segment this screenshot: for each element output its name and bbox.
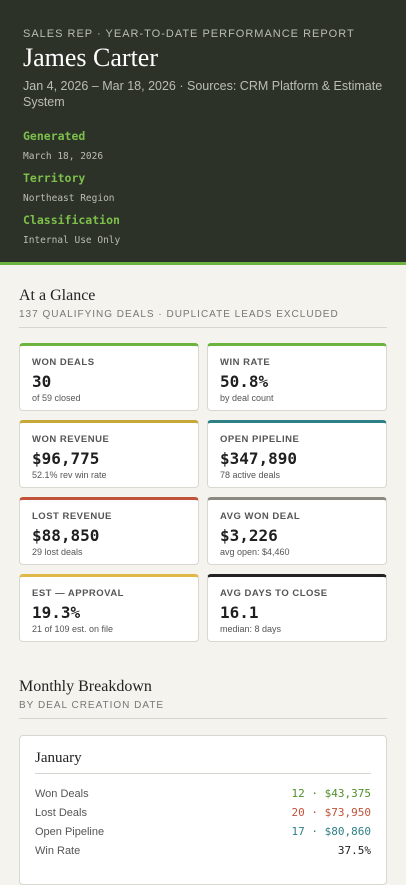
row-label: Won Deals xyxy=(35,787,89,800)
kpi-label: EST — APPROVAL xyxy=(32,588,124,599)
row-value: 37.5% xyxy=(337,844,371,857)
month-row-lost-deals: Lost Deals 20 · $73,950 xyxy=(35,803,371,822)
row-label: Win Rate xyxy=(35,844,81,857)
meta-label: Classification xyxy=(23,213,120,227)
row-value: 12 · $43,375 xyxy=(291,787,371,800)
meta-generated: Generated March 18, 2026 xyxy=(23,129,383,162)
kpi-label: WIN RATE xyxy=(220,357,271,368)
month-row-won-deals: Won Deals 12 · $43,375 xyxy=(35,784,371,803)
kpi-note: 78 active deals xyxy=(220,470,281,480)
kpi-card-won-revenue: WON REVENUE $96,775 52.1% rev win rate xyxy=(19,420,199,488)
kpi-label: WON REVENUE xyxy=(32,434,110,445)
section-divider xyxy=(19,327,387,328)
row-value: 20 · $73,950 xyxy=(291,806,371,819)
meta-classification: Classification Internal Use Only xyxy=(23,213,383,246)
kpi-card-win-rate: WIN RATE 50.8% by deal count xyxy=(207,343,387,411)
section-title: At a Glance xyxy=(19,287,96,304)
month-row-win-rate: Win Rate 37.5% xyxy=(35,841,371,860)
section-subtitle: BY DEAL CREATION DATE xyxy=(19,700,165,711)
kpi-note: avg open: $4,460 xyxy=(220,547,290,557)
section-title: Monthly Breakdown xyxy=(19,678,152,695)
kpi-label: WON DEALS xyxy=(32,357,95,368)
row-value: 17 · $80,860 xyxy=(291,825,371,838)
kpi-label: AVG WON DEAL xyxy=(220,511,301,522)
kpi-card-avg-days-to-close: AVG DAYS TO CLOSE 16.1 median: 8 days xyxy=(207,574,387,642)
kpi-value: $88,850 xyxy=(32,526,100,545)
kpi-card-lost-revenue: LOST REVENUE $88,850 29 lost deals xyxy=(19,497,199,565)
kpi-note: median: 8 days xyxy=(220,624,282,634)
report-subtitle: Jan 4, 2026 – Mar 18, 2026 · Sources: CR… xyxy=(23,79,383,109)
kpi-label: OPEN PIPELINE xyxy=(220,434,300,445)
monthly-breakdown-section: Monthly Breakdown BY DEAL CREATION DATE xyxy=(0,678,406,719)
meta-label: Generated xyxy=(23,129,86,143)
report-eyebrow: SALES REP · YEAR-TO-DATE PERFORMANCE REP… xyxy=(23,28,355,40)
kpi-value: $347,890 xyxy=(220,449,298,468)
kpi-note: 21 of 109 est. on file xyxy=(32,624,114,634)
kpi-value: $3,226 xyxy=(220,526,278,545)
kpi-note: 52.1% rev win rate xyxy=(32,470,107,480)
kpi-card-won-deals: WON DEALS 30 of 59 closed xyxy=(19,343,199,411)
kpi-label: AVG DAYS TO CLOSE xyxy=(220,588,328,599)
kpi-value: $96,775 xyxy=(32,449,100,468)
kpi-label: LOST REVENUE xyxy=(32,511,112,522)
kpi-value: 50.8% xyxy=(220,372,269,391)
meta-territory: Territory Northeast Region xyxy=(23,171,383,204)
month-card-january: January Won Deals 12 · $43,375 Lost Deal… xyxy=(19,735,387,885)
kpi-card-est-approval: EST — APPROVAL 19.3% 21 of 109 est. on f… xyxy=(19,574,199,642)
row-label: Open Pipeline xyxy=(35,825,105,838)
month-title: January xyxy=(35,750,82,766)
report-header: SALES REP · YEAR-TO-DATE PERFORMANCE REP… xyxy=(0,0,406,265)
rep-name: James Carter xyxy=(23,43,159,72)
kpi-note: 29 lost deals xyxy=(32,547,83,557)
kpi-note: by deal count xyxy=(220,393,274,403)
meta-value: Northeast Region xyxy=(23,193,115,204)
section-divider xyxy=(19,718,387,719)
kpi-card-open-pipeline: OPEN PIPELINE $347,890 78 active deals xyxy=(207,420,387,488)
at-a-glance-section: At a Glance 137 QUALIFYING DEALS · DUPLI… xyxy=(0,287,406,328)
meta-value: March 18, 2026 xyxy=(23,151,104,162)
kpi-value: 30 xyxy=(32,372,52,391)
kpi-value: 16.1 xyxy=(220,603,259,622)
month-divider xyxy=(35,773,371,774)
meta-label: Territory xyxy=(23,171,86,185)
row-label: Lost Deals xyxy=(35,806,87,819)
kpi-card-avg-won-deal: AVG WON DEAL $3,226 avg open: $4,460 xyxy=(207,497,387,565)
month-row-open-pipeline: Open Pipeline 17 · $80,860 xyxy=(35,822,371,841)
meta-value: Internal Use Only xyxy=(23,235,121,246)
kpi-note: of 59 closed xyxy=(32,393,81,403)
section-subtitle: 137 QUALIFYING DEALS · DUPLICATE LEADS E… xyxy=(19,309,339,320)
kpi-value: 19.3% xyxy=(32,603,81,622)
